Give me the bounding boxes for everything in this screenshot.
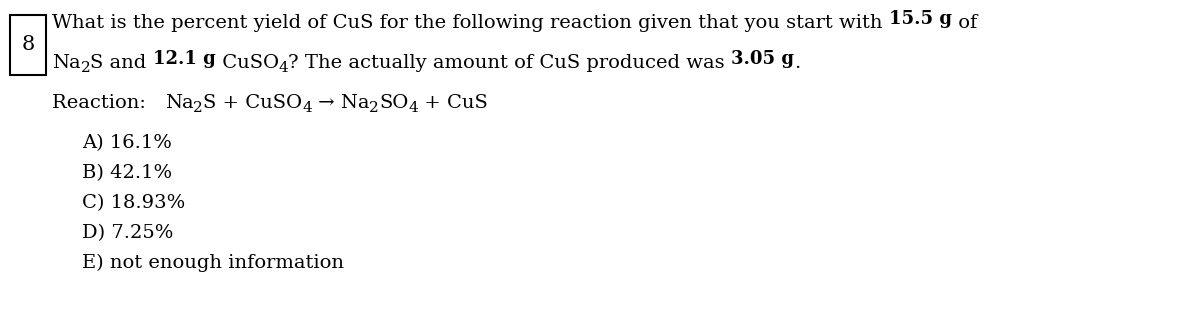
Text: S and: S and xyxy=(90,54,152,72)
Text: What is the percent yield of CuS for the following reaction given that you start: What is the percent yield of CuS for the… xyxy=(52,14,889,32)
Text: 4: 4 xyxy=(278,61,288,75)
Text: of: of xyxy=(952,14,977,32)
Text: Na: Na xyxy=(52,54,80,72)
Text: 4: 4 xyxy=(302,101,312,115)
Text: SO: SO xyxy=(379,94,408,112)
Text: A) 16.1%: A) 16.1% xyxy=(82,134,172,152)
Text: 2: 2 xyxy=(193,101,203,115)
Text: 2: 2 xyxy=(80,61,90,75)
Text: 3.05 g: 3.05 g xyxy=(731,50,794,68)
Text: 15.5 g: 15.5 g xyxy=(889,10,952,28)
Text: 12.1 g: 12.1 g xyxy=(152,50,216,68)
Text: Reaction:: Reaction: xyxy=(52,94,164,112)
Text: 4: 4 xyxy=(408,101,419,115)
Text: S + CuSO: S + CuSO xyxy=(203,94,302,112)
Text: → Na: → Na xyxy=(312,94,370,112)
Text: ? The actually amount of CuS produced was: ? The actually amount of CuS produced wa… xyxy=(288,54,731,72)
Text: E) not enough information: E) not enough information xyxy=(82,254,344,272)
Text: CuSO: CuSO xyxy=(216,54,278,72)
Text: 8: 8 xyxy=(22,36,35,55)
Text: 2: 2 xyxy=(370,101,379,115)
Text: + CuS: + CuS xyxy=(419,94,488,112)
Text: .: . xyxy=(794,54,800,72)
Text: B) 42.1%: B) 42.1% xyxy=(82,164,172,182)
Text: C) 18.93%: C) 18.93% xyxy=(82,194,185,212)
Text: Na: Na xyxy=(164,94,193,112)
Text: D) 7.25%: D) 7.25% xyxy=(82,224,173,242)
